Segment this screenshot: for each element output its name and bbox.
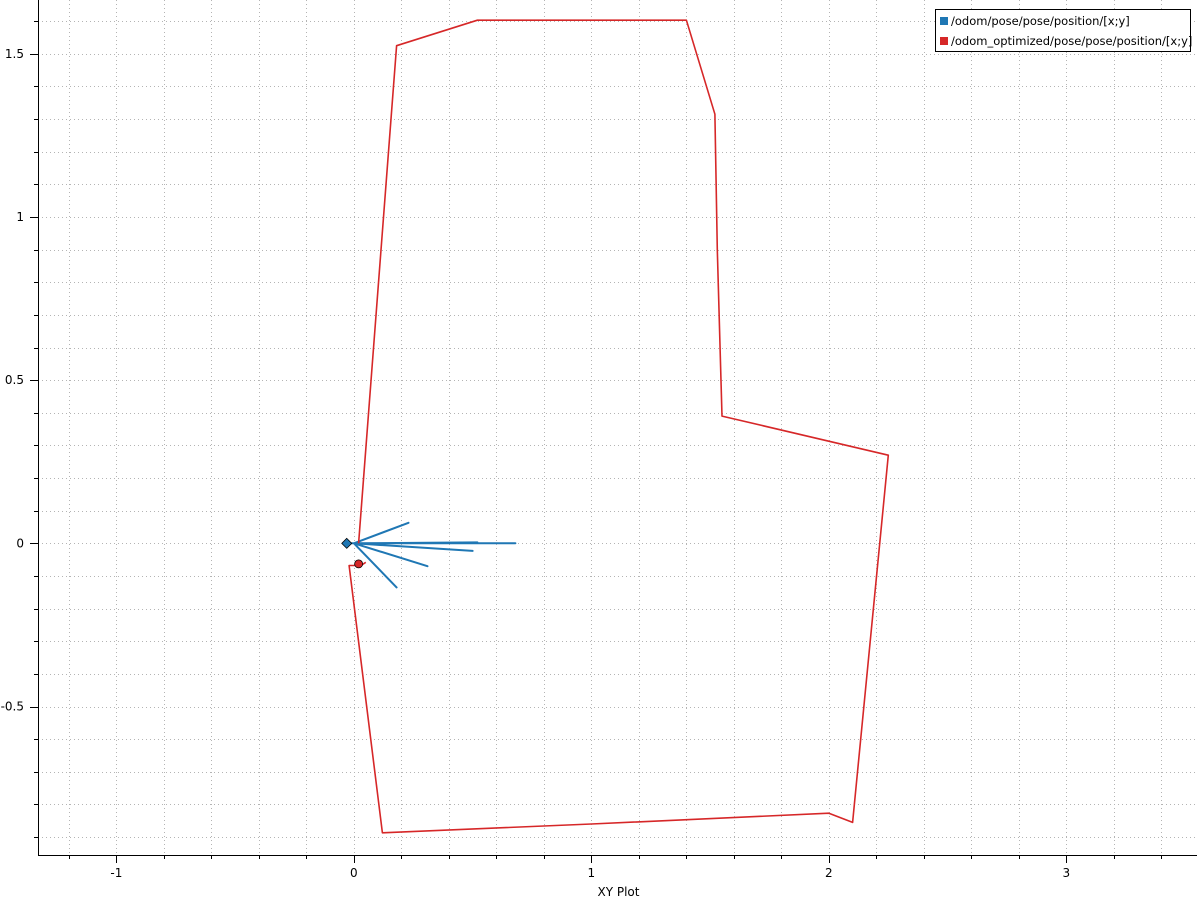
x-tick-label: 0 bbox=[350, 866, 358, 880]
y-tick-label: -0.5 bbox=[1, 700, 24, 714]
legend-item-odom[interactable]: /odom/pose/pose/position/[x;y] bbox=[940, 12, 1130, 30]
legend-swatch-odom-optimized bbox=[940, 37, 948, 45]
legend-swatch-odom bbox=[940, 17, 948, 25]
y-tick-label: 0.5 bbox=[5, 373, 24, 387]
legend: /odom/pose/pose/position/[x;y] /odom_opt… bbox=[935, 9, 1192, 52]
x-tick-label: -1 bbox=[110, 866, 122, 880]
y-tick-label: 1 bbox=[16, 210, 24, 224]
x-tick-label: 2 bbox=[825, 866, 833, 880]
legend-label-odom: /odom/pose/pose/position/[x;y] bbox=[951, 14, 1130, 28]
data-series bbox=[341, 19, 890, 834]
tick-marks bbox=[30, 21, 1162, 863]
y-tick-label: 0 bbox=[16, 536, 24, 550]
x-tick-label: 1 bbox=[588, 866, 596, 880]
grid-lines bbox=[38, 0, 1197, 855]
x-axis-title: XY Plot bbox=[598, 885, 640, 899]
x-tick-label: 3 bbox=[1063, 866, 1071, 880]
y-tick-label: 1.5 bbox=[5, 47, 24, 61]
legend-label-odom-optimized: /odom_optimized/pose/pose/position/[x;y] bbox=[951, 34, 1193, 48]
marker-odom bbox=[341, 537, 353, 549]
tick-labels: -1 0 1 2 3 -0.5 0 0.5 1 1.5 bbox=[1, 47, 1071, 880]
marker-odom-optimized bbox=[354, 559, 364, 569]
series-line-odom-optimized bbox=[348, 19, 890, 834]
axes bbox=[38, 0, 1197, 856]
series-line-odom bbox=[346, 521, 517, 589]
legend-item-odom-optimized[interactable]: /odom_optimized/pose/pose/position/[x;y] bbox=[940, 32, 1192, 50]
